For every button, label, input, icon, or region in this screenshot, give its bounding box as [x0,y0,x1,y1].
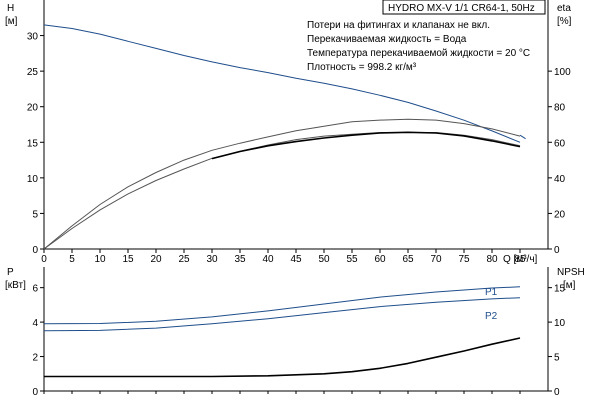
series-line-1-0 [43,286,521,325]
x-tick-label: 85 [514,254,526,265]
series-line-0-1 [519,134,526,140]
right-tick-label: 40 [554,174,566,185]
x-tick-label: 60 [374,254,386,265]
left-tick-label: 6 [32,284,38,295]
series-label-p1: P1 [485,287,498,298]
x-tick-label: 70 [430,254,442,265]
x-tick-label: 55 [346,254,358,265]
x-tick-label: 75 [458,254,470,265]
x-tick-label: 30 [206,254,218,265]
axis-eta-label: eta [557,3,571,14]
left-tick-label: 30 [27,32,39,43]
right-tick-label: 5 [554,353,560,364]
note-liquid: Перекачиваемая жидкость = Вода [307,34,467,45]
note-temperature: Температура перекачиваемой жидкости = 20… [307,48,530,59]
series-line-0-4 [211,131,521,160]
x-tick-label: 40 [262,254,274,265]
x-tick-label: 80 [486,254,498,265]
right-tick-label: 0 [554,245,560,256]
left-tick-label: 10 [27,174,39,185]
title-box [382,0,546,15]
series-line-1-1 [43,297,521,332]
axis-q-label: Q [м³/ч] [503,254,538,265]
left-tick-label: 5 [32,209,38,220]
right-tick-label: 60 [554,138,566,149]
axis-h-unit: [м] [5,16,18,27]
x-tick-label: 5 [69,254,75,265]
series-line-0-0 [43,24,521,143]
right-tick-label: 10 [554,318,566,329]
axis-h-label: H [7,3,14,14]
left-tick-label: 25 [27,67,39,78]
left-tick-label: 2 [32,353,38,364]
note-fittings: Потери на фитингах и клапанах не вкл. [307,19,490,31]
x-tick-label: 35 [234,254,246,265]
x-tick-label: 65 [402,254,414,265]
x-tick-label: 45 [290,254,302,265]
series-line-0-3 [43,132,521,250]
left-tick-label: 0 [32,245,38,256]
axis-eta-unit: [%] [557,16,572,27]
left-tick-label: 4 [32,318,38,329]
chart-title: HYDRO MX-V 1/1 CR64-1, 50Hz [388,3,535,14]
right-tick-label: 0 [554,387,560,398]
series-line-1-2 [44,337,521,378]
right-tick-label: 15 [554,284,566,295]
x-tick-label: 15 [122,254,134,265]
x-tick-label: 0 [41,254,47,265]
x-tick-label: 10 [94,254,106,265]
left-tick-label: 20 [27,103,39,114]
axis-npsh-label: NPSH [557,267,585,278]
series-line-0-2 [43,118,521,250]
left-tick-label: 0 [32,387,38,398]
right-tick-label: 20 [554,209,566,220]
axis-p-label: P [7,267,14,278]
x-tick-label: 50 [318,254,330,265]
x-tick-label: 25 [178,254,190,265]
left-tick-label: 15 [27,138,39,149]
right-tick-label: 100 [554,67,571,78]
right-tick-label: 80 [554,103,566,114]
axis-npsh-unit: [м] [563,280,576,291]
series-label-p2: P2 [485,311,498,322]
note-density: Плотность = 998.2 кг/м³ [307,62,417,73]
x-tick-label: 20 [150,254,162,265]
axis-p-unit: [кВт] [5,280,26,291]
